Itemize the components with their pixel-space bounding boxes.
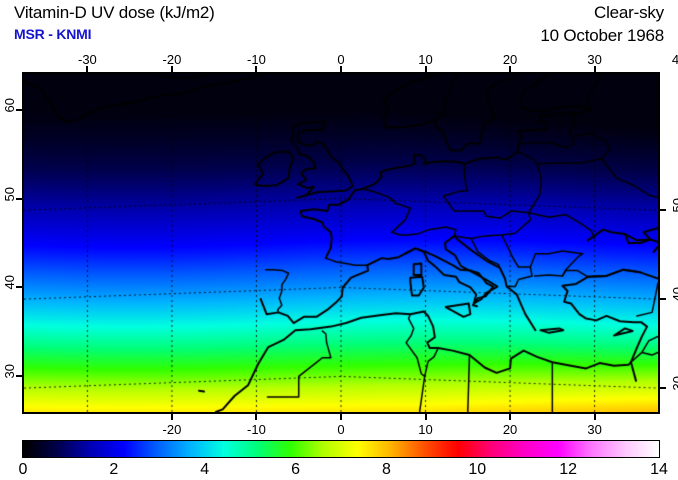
tick-label-bottom-0: 0 bbox=[337, 422, 345, 437]
colorbar-gradient bbox=[23, 441, 659, 457]
tick-top--10 bbox=[255, 66, 258, 72]
tick-left-30 bbox=[16, 375, 22, 378]
tick-label-top--10: -10 bbox=[247, 52, 266, 67]
tick-label-top-30: 30 bbox=[587, 52, 602, 67]
tick-label-top-0: 0 bbox=[337, 52, 345, 67]
tick-label-top--30: -30 bbox=[77, 52, 97, 67]
tick-top-30 bbox=[593, 66, 596, 72]
colorbar-tick-4: 4 bbox=[200, 461, 210, 478]
tick-left-40 bbox=[16, 286, 22, 289]
tick-label-top-40: 40 bbox=[671, 52, 678, 67]
tick-top--30 bbox=[86, 66, 89, 72]
tick-label-bottom-10: 10 bbox=[418, 422, 433, 437]
tick-label-top-10: 10 bbox=[418, 52, 433, 67]
tick-bottom-0 bbox=[340, 414, 342, 420]
tick-top-10 bbox=[424, 66, 427, 72]
tick-top--20 bbox=[170, 66, 173, 72]
tick-bottom--10 bbox=[255, 414, 258, 420]
data-source-label: MSR - KNMI bbox=[14, 26, 92, 42]
tick-label-left-50: 50 bbox=[2, 186, 17, 201]
tick-top-20 bbox=[509, 66, 512, 72]
colorbar-tick-8: 8 bbox=[381, 461, 391, 478]
map-plot-area bbox=[22, 72, 660, 414]
tick-label-left-60: 60 bbox=[2, 97, 17, 113]
colorbar-tick-10: 10 bbox=[468, 461, 487, 478]
coastline-and-graticule-layer bbox=[24, 74, 658, 412]
tick-label-left-30: 30 bbox=[2, 364, 17, 379]
tick-right-50 bbox=[660, 209, 666, 212]
page-title: Vitamin-D UV dose (kJ/m2) bbox=[14, 3, 215, 22]
colorbar-tick-6: 6 bbox=[291, 461, 301, 478]
tick-bottom-20 bbox=[509, 414, 512, 420]
tick-label-left-40: 40 bbox=[2, 275, 17, 290]
tick-left-60 bbox=[16, 108, 22, 111]
colorbar-tick-0: 0 bbox=[18, 461, 28, 478]
tick-bottom-10 bbox=[424, 414, 427, 420]
sky-condition-label: Clear-sky bbox=[594, 3, 664, 22]
date-label: 10 October 1968 bbox=[540, 26, 664, 45]
tick-bottom-30 bbox=[593, 414, 596, 420]
colorbar-tick-14: 14 bbox=[650, 461, 668, 478]
tick-label-right-40: 40 bbox=[670, 287, 678, 302]
tick-label-bottom-20: 20 bbox=[502, 422, 518, 437]
colorbar-tick-12: 12 bbox=[559, 461, 578, 478]
tick-label-bottom-30: 30 bbox=[587, 422, 602, 437]
tick-top-0 bbox=[340, 66, 342, 72]
colorbar bbox=[22, 440, 660, 458]
tick-label-bottom--10: -10 bbox=[247, 422, 266, 437]
tick-label-right-50: 50 bbox=[670, 198, 678, 213]
tick-right-30 bbox=[660, 386, 666, 389]
tick-label-right-30: 30 bbox=[670, 375, 678, 391]
colorbar-tick-2: 2 bbox=[109, 461, 119, 478]
tick-right-40 bbox=[660, 298, 666, 301]
tick-label-bottom--20: -20 bbox=[162, 422, 182, 437]
tick-left-50 bbox=[16, 197, 22, 200]
tick-label-top-20: 20 bbox=[502, 52, 518, 67]
tick-bottom--20 bbox=[170, 414, 173, 420]
tick-label-top--20: -20 bbox=[162, 52, 182, 67]
